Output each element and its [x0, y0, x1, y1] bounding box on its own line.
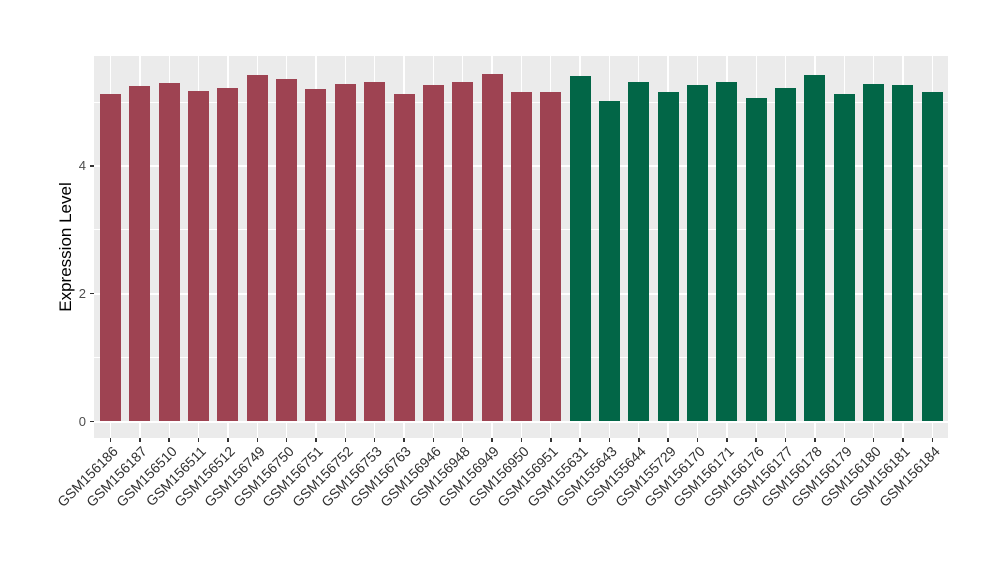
- bar-GSM156948: [452, 82, 474, 422]
- bar-GSM156176: [745, 97, 767, 422]
- x-tick-mark: [109, 438, 112, 442]
- bar-GSM156181: [892, 85, 914, 422]
- x-tick-mark: [197, 438, 200, 442]
- bar-GSM156187: [129, 86, 151, 422]
- x-tick-mark: [608, 438, 611, 442]
- x-tick-mark: [579, 438, 581, 442]
- x-tick-mark: [784, 438, 787, 442]
- bar-GSM156750: [276, 78, 298, 422]
- bar-GSM155729: [657, 91, 679, 422]
- bar-GSM156184: [921, 91, 943, 422]
- x-tick-mark: [726, 438, 728, 442]
- x-tick-mark: [814, 438, 816, 442]
- x-tick-mark: [344, 438, 347, 442]
- y-axis-title: Expression Level: [56, 182, 75, 312]
- bar-GSM156749: [246, 75, 268, 422]
- bar-GSM156949: [481, 73, 503, 422]
- x-tick-mark: [285, 438, 288, 442]
- y-tick-mark: [90, 420, 94, 423]
- x-tick-mark: [931, 438, 934, 442]
- x-tick-label: GSM156184: [853, 443, 943, 510]
- bar-GSM156763: [393, 93, 415, 422]
- bar-GSM155644: [628, 82, 650, 422]
- x-tick-mark: [139, 438, 141, 442]
- bar-GSM156186: [100, 94, 121, 422]
- x-tick-mark: [491, 438, 493, 442]
- bar-GSM156179: [833, 93, 855, 422]
- bar-GSM156177: [775, 87, 797, 422]
- x-tick-mark: [638, 438, 640, 442]
- x-tick-mark: [256, 438, 258, 442]
- bar-GSM156180: [863, 84, 885, 422]
- x-tick-mark: [520, 438, 523, 442]
- y-tick-label: 2: [78, 285, 86, 301]
- x-tick-mark: [667, 438, 669, 442]
- x-tick-mark: [696, 438, 699, 442]
- y-tick-mark: [90, 165, 94, 167]
- bar-GSM156510: [158, 82, 180, 422]
- x-tick-mark: [168, 438, 170, 442]
- x-tick-mark: [373, 438, 376, 442]
- x-tick-mark: [403, 438, 405, 442]
- bar-GSM156753: [364, 82, 386, 422]
- y-tick-mark: [90, 292, 94, 295]
- bar-GSM156511: [188, 91, 210, 422]
- x-tick-mark: [227, 438, 229, 442]
- bar-GSM156170: [687, 84, 708, 422]
- x-tick-mark: [902, 438, 904, 442]
- bar-GSM156512: [217, 87, 239, 422]
- y-tick-label: 0: [78, 413, 86, 429]
- bar-GSM156752: [334, 84, 356, 422]
- bar-GSM156751: [305, 89, 327, 422]
- bar-GSM155643: [598, 101, 620, 422]
- x-tick-mark: [315, 438, 317, 442]
- y-tick-label: 4: [78, 157, 86, 173]
- bar-GSM156171: [716, 81, 738, 422]
- bar-GSM155631: [569, 75, 591, 422]
- bar-GSM156950: [510, 92, 532, 422]
- x-tick-mark: [872, 438, 875, 442]
- x-tick-mark: [755, 438, 757, 442]
- plot-panel: [94, 56, 948, 438]
- x-tick-mark: [550, 438, 552, 442]
- x-tick-mark: [461, 438, 464, 442]
- bar-GSM156178: [804, 74, 826, 422]
- bar-GSM156951: [540, 92, 562, 422]
- x-tick-mark: [843, 438, 845, 442]
- bar-GSM156946: [422, 85, 444, 422]
- x-tick-mark: [432, 438, 435, 442]
